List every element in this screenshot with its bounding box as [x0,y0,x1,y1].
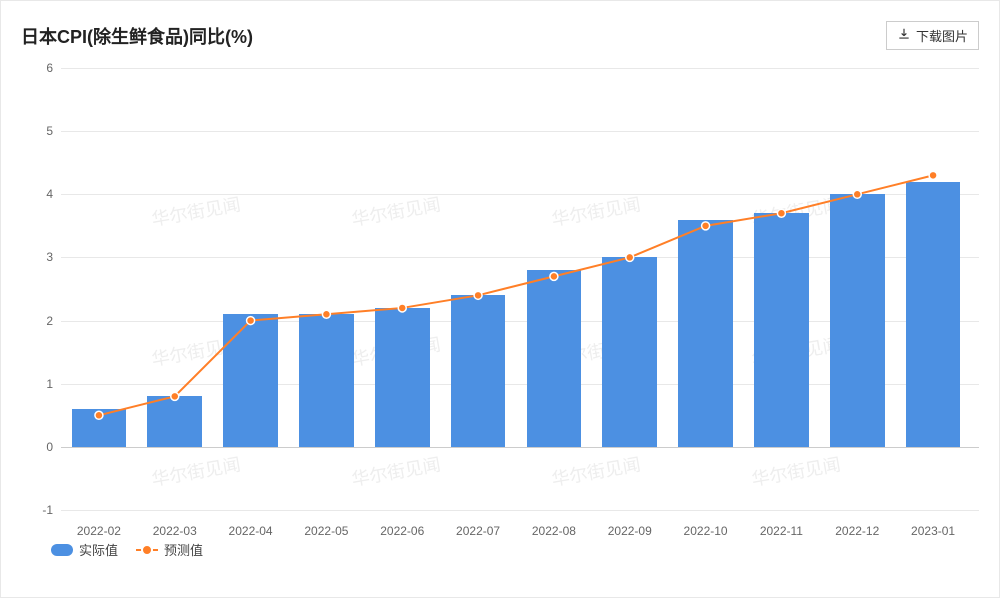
chart-header: 日本CPI(除生鲜食品)同比(%) 下载图片 [21,21,979,50]
bar[interactable] [72,409,127,447]
bar[interactable] [678,220,733,447]
x-tick-label: 2022-02 [77,524,121,538]
bar[interactable] [451,295,506,447]
watermark: 华尔街见闻 [749,450,842,491]
bar[interactable] [754,213,809,447]
x-tick-label: 2022-07 [456,524,500,538]
plot-area: -10123456华尔街见闻华尔街见闻华尔街见闻华尔街见闻华尔街见闻华尔街见闻华… [21,58,979,538]
legend-line-label: 预测值 [164,540,203,559]
x-tick-label: 2022-11 [760,524,803,538]
x-tick-label: 2022-08 [532,524,576,538]
watermark: 华尔街见闻 [349,190,442,231]
watermark: 华尔街见闻 [149,450,242,491]
x-tick-label: 2022-09 [608,524,652,538]
chart-container: 日本CPI(除生鲜食品)同比(%) 下载图片 -10123456华尔街见闻华尔街… [0,0,1000,598]
download-button[interactable]: 下载图片 [886,21,979,50]
gridline [61,510,979,511]
bar[interactable] [299,314,354,447]
y-tick-label: 5 [21,124,53,138]
y-tick-label: 2 [21,314,53,328]
y-tick-label: 3 [21,250,53,264]
watermark: 华尔街见闻 [549,190,642,231]
bar[interactable] [527,270,582,447]
download-button-label: 下载图片 [916,26,968,45]
legend-item-line[interactable]: 预测值 [136,540,203,559]
gridline [61,68,979,69]
legend: 实际值 预测值 [21,540,979,559]
watermark: 华尔街见闻 [549,450,642,491]
x-tick-label: 2023-01 [911,524,955,538]
chart-title: 日本CPI(除生鲜食品)同比(%) [21,23,253,49]
legend-line-swatch [136,549,158,551]
bar[interactable] [830,194,885,447]
download-icon [897,27,911,44]
y-tick-label: 4 [21,187,53,201]
bar[interactable] [147,396,202,447]
y-tick-label: 0 [21,440,53,454]
y-tick-label: -1 [21,503,53,517]
x-tick-label: 2022-12 [835,524,879,538]
x-tick-label: 2022-10 [684,524,728,538]
x-tick-label: 2022-04 [229,524,273,538]
legend-bar-label: 实际值 [79,540,118,559]
watermark: 华尔街见闻 [349,450,442,491]
gridline [61,131,979,132]
bar[interactable] [375,308,430,447]
bar[interactable] [906,182,961,447]
watermark: 华尔街见闻 [149,190,242,231]
y-tick-label: 6 [21,61,53,75]
x-tick-label: 2022-03 [153,524,197,538]
line-marker[interactable] [929,171,937,179]
legend-bar-swatch [51,544,73,556]
x-tick-label: 2022-05 [304,524,348,538]
x-tick-label: 2022-06 [380,524,424,538]
bar[interactable] [223,314,278,447]
y-tick-label: 1 [21,377,53,391]
gridline [61,447,979,448]
legend-item-bar[interactable]: 实际值 [51,540,118,559]
bar[interactable] [602,257,657,446]
